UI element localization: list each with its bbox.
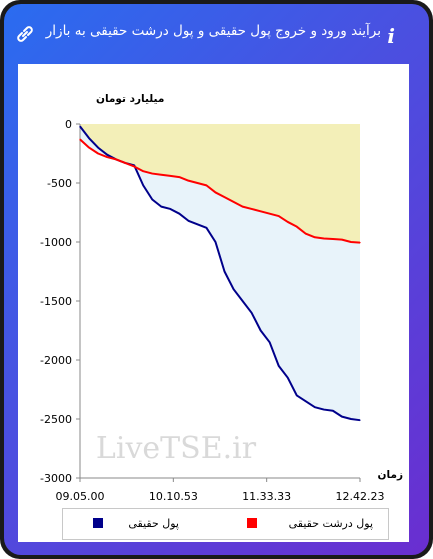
series-1-point <box>151 172 153 175</box>
series-0-point <box>341 416 343 418</box>
series-0-point <box>223 270 226 273</box>
series-1-point <box>106 156 108 158</box>
series-1-point <box>269 213 271 215</box>
area-fill-upper <box>80 124 360 243</box>
series-0-point <box>88 137 90 139</box>
series-1-point <box>88 147 90 149</box>
series-1-point <box>232 201 235 203</box>
series-1-point <box>260 210 262 212</box>
link-icon[interactable] <box>14 24 36 44</box>
series-0-point <box>205 227 208 229</box>
y-tick-label: 0 <box>65 118 72 131</box>
series-0-point <box>314 406 316 408</box>
series-0-point <box>232 288 235 290</box>
series-1-point <box>79 138 81 140</box>
series-0-point <box>151 198 153 201</box>
series-0-point <box>278 365 280 367</box>
series-1-point <box>287 221 289 223</box>
y-axis-title: میلیارد تومان <box>96 93 164 105</box>
x-axis-title: زمان <box>378 469 403 481</box>
legend-label-big-real-money: پول درشت حقیقی <box>288 517 373 530</box>
series-1-point <box>323 237 325 240</box>
y-tick-label: -2500 <box>40 413 72 426</box>
chart-legend: پول حقیقی پول درشت حقیقی <box>62 508 389 540</box>
series-1-point <box>214 191 217 194</box>
series-0-point <box>160 206 162 208</box>
series-0-point <box>350 418 352 420</box>
series-0-point <box>241 300 244 302</box>
y-tick-label: -3000 <box>40 472 72 485</box>
x-tick-label: 12.42.23 <box>336 490 385 503</box>
series-0-point <box>187 220 189 222</box>
series-0-point <box>332 410 334 412</box>
series-0-point <box>79 125 81 127</box>
series-1-point <box>359 241 361 244</box>
widget-header: برآیند ورود و خروج پول حقیقی و پول درشت … <box>4 4 429 62</box>
y-tick-label: -2000 <box>40 354 72 367</box>
widget-title: برآیند ورود و خروج پول حقیقی و پول درشت … <box>45 23 381 39</box>
series-1-point <box>205 184 208 186</box>
series-1-point <box>251 208 253 210</box>
series-1-point <box>314 236 316 238</box>
series-0-point <box>323 408 325 411</box>
x-tick-label: 09.05.00 <box>56 490 105 503</box>
series-1-point <box>133 165 135 168</box>
series-0-point <box>260 329 262 332</box>
series-0-point <box>359 419 361 421</box>
series-1-point <box>169 175 171 177</box>
series-0-point <box>251 312 253 314</box>
x-tick-label: 10.10.53 <box>149 490 198 503</box>
widget-panel: برآیند ورود و خروج پول حقیقی و پول درشت … <box>4 4 429 555</box>
series-1-point <box>223 196 226 198</box>
series-0-point <box>142 184 144 186</box>
y-tick-label: -1500 <box>40 295 72 308</box>
series-0-point <box>296 394 298 396</box>
watermark: LiveTSE.ir <box>96 431 257 466</box>
line-chart: 0 -500 -1000 -1500 -2000 -2500 -3000 09.05.00 10… <box>40 93 403 503</box>
area-fill-lower <box>80 126 360 421</box>
series-0-point <box>178 213 180 215</box>
series-0-point <box>169 208 171 210</box>
y-tick-label: -500 <box>47 177 72 190</box>
info-icon[interactable]: i <box>387 24 395 48</box>
series-line-1 <box>79 138 361 244</box>
series-1-point <box>160 174 162 176</box>
series-1-point <box>341 239 343 241</box>
y-tick-label: -1000 <box>40 236 72 249</box>
series-1-point <box>187 180 189 182</box>
series-1-point <box>178 176 180 178</box>
series-1-point <box>97 152 99 155</box>
series-1-point <box>115 158 117 160</box>
series-1-point <box>332 238 334 240</box>
series-0-point <box>196 223 199 225</box>
series-1-point <box>296 226 298 228</box>
series-1-point <box>124 162 126 164</box>
legend-swatch-real-money <box>93 518 103 528</box>
x-tick-label: 11.33.33 <box>242 490 291 503</box>
legend-swatch-big-real-money <box>247 518 257 528</box>
series-0-point <box>269 341 271 343</box>
legend-label-real-money: پول حقیقی <box>128 517 179 530</box>
chart-card: 0 -500 -1000 -1500 -2000 -2500 -3000 09.05.00 10… <box>18 64 409 542</box>
series-1-point <box>305 233 307 235</box>
series-1-point <box>278 215 280 217</box>
series-0-point <box>214 241 217 243</box>
series-1-point <box>350 241 352 243</box>
series-0-point <box>305 400 307 402</box>
series-1-point <box>142 170 144 172</box>
series-0-point <box>287 377 289 379</box>
series-0-point <box>97 147 99 149</box>
series-1-point <box>196 182 199 184</box>
series-0-point <box>106 154 108 156</box>
series-1-point <box>241 206 244 208</box>
